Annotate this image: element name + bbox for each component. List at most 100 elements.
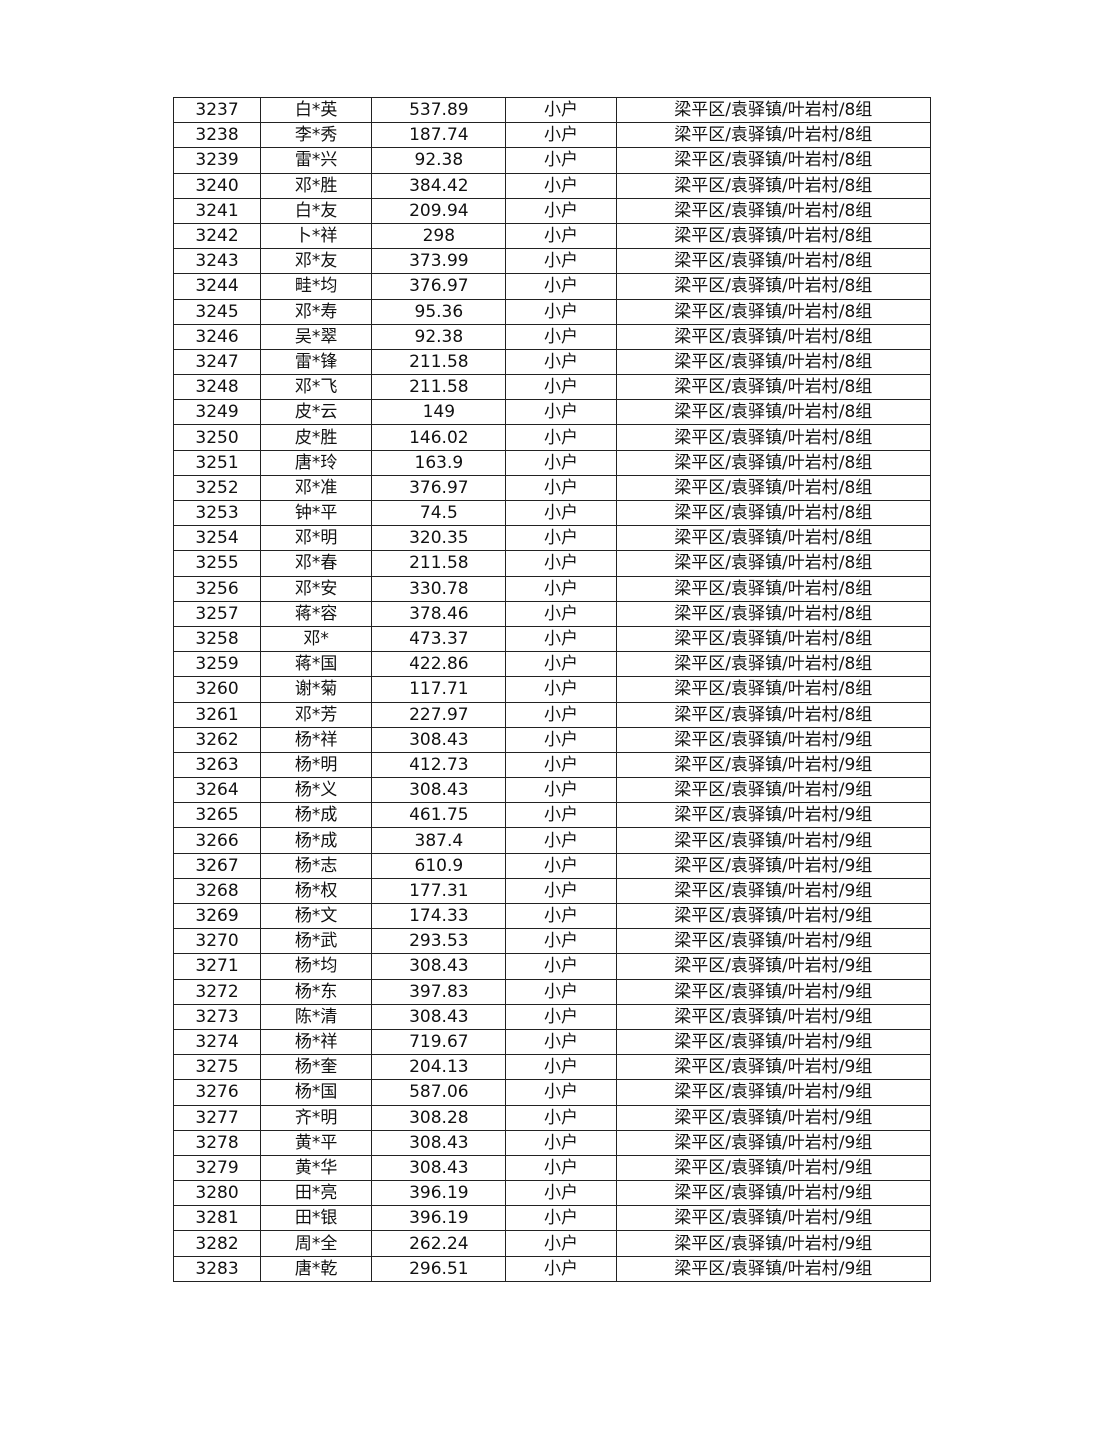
location-cell: 梁平区/袁驿镇/叶岩村/8组 <box>615 248 932 275</box>
name-cell: 唐*乾 <box>260 1255 373 1282</box>
name-cell: 陈*清 <box>260 1003 373 1030</box>
type-cell: 小户 <box>505 374 617 401</box>
row-number-cell: 3277 <box>172 1104 262 1131</box>
value-cell: 537.89 <box>371 96 507 124</box>
row-number-cell: 3282 <box>172 1230 262 1257</box>
type-cell: 小户 <box>505 147 617 174</box>
location-cell: 梁平区/袁驿镇/叶岩村/8组 <box>615 474 932 502</box>
name-cell: 皮*云 <box>260 399 373 426</box>
name-cell: 杨*成 <box>260 802 373 829</box>
location-cell: 梁平区/袁驿镇/叶岩村/8组 <box>615 147 932 174</box>
row-number-cell: 3245 <box>172 298 262 325</box>
location-cell: 梁平区/袁驿镇/叶岩村/8组 <box>615 701 932 728</box>
table-row: 3240 邓*胜 384.42 小户 梁平区/袁驿镇/叶岩村/8组 <box>172 172 932 199</box>
name-cell: 邓*准 <box>260 474 373 502</box>
table-row: 3265 杨*成 461.75 小户 梁平区/袁驿镇/叶岩村/9组 <box>172 802 932 829</box>
row-number-cell: 3239 <box>172 147 262 174</box>
location-cell: 梁平区/袁驿镇/叶岩村/8组 <box>615 651 932 678</box>
table-row: 3266 杨*成 387.4 小户 梁平区/袁驿镇/叶岩村/9组 <box>172 827 932 854</box>
table-row: 3250 皮*胜 146.02 小户 梁平区/袁驿镇/叶岩村/8组 <box>172 424 932 451</box>
location-cell: 梁平区/袁驿镇/叶岩村/9组 <box>615 1054 932 1081</box>
type-cell: 小户 <box>505 298 617 325</box>
table-row: 3273 陈*清 308.43 小户 梁平区/袁驿镇/叶岩村/9组 <box>172 1003 932 1030</box>
name-cell: 唐*玲 <box>260 449 373 476</box>
type-cell: 小户 <box>505 625 617 653</box>
type-cell: 小户 <box>505 348 617 376</box>
table-row: 3282 周*全 262.24 小户 梁平区/袁驿镇/叶岩村/9组 <box>172 1230 932 1257</box>
table-row: 3256 邓*安 330.78 小户 梁平区/袁驿镇/叶岩村/8组 <box>172 575 932 602</box>
type-cell: 小户 <box>505 1003 617 1030</box>
location-cell: 梁平区/袁驿镇/叶岩村/9组 <box>615 877 932 905</box>
table-row: 3262 杨*祥 308.43 小户 梁平区/袁驿镇/叶岩村/9组 <box>172 726 932 753</box>
type-cell: 小户 <box>505 651 617 678</box>
name-cell: 邓*春 <box>260 550 373 577</box>
type-cell: 小户 <box>505 701 617 728</box>
table-row: 3277 齐*明 308.28 小户 梁平区/袁驿镇/叶岩村/9组 <box>172 1104 932 1131</box>
location-cell: 梁平区/袁驿镇/叶岩村/9组 <box>615 1230 932 1257</box>
type-cell: 小户 <box>505 751 617 779</box>
row-number-cell: 3242 <box>172 222 262 250</box>
row-number-cell: 3261 <box>172 701 262 728</box>
table-row: 3272 杨*东 397.83 小户 梁平区/袁驿镇/叶岩村/9组 <box>172 978 932 1005</box>
row-number-cell: 3244 <box>172 273 262 300</box>
location-cell: 梁平区/袁驿镇/叶岩村/8组 <box>615 399 932 426</box>
name-cell: 李*秀 <box>260 122 373 149</box>
type-cell: 小户 <box>505 827 617 854</box>
name-cell: 邓*胜 <box>260 172 373 199</box>
value-cell: 187.74 <box>371 122 507 149</box>
value-cell: 387.4 <box>371 827 507 854</box>
type-cell: 小户 <box>505 122 617 149</box>
name-cell: 蒋*容 <box>260 600 373 627</box>
type-cell: 小户 <box>505 1104 617 1131</box>
value-cell: 376.97 <box>371 474 507 502</box>
name-cell: 黄*华 <box>260 1154 373 1182</box>
table-row: 3237 白*英 537.89 小户 梁平区/袁驿镇/叶岩村/8组 <box>172 96 932 124</box>
location-cell: 梁平区/袁驿镇/叶岩村/9组 <box>615 1255 932 1282</box>
table-row: 3267 杨*志 610.9 小户 梁平区/袁驿镇/叶岩村/9组 <box>172 852 932 879</box>
value-cell: 308.28 <box>371 1104 507 1131</box>
row-number-cell: 3262 <box>172 726 262 753</box>
type-cell: 小户 <box>505 1205 617 1232</box>
row-number-cell: 3240 <box>172 172 262 199</box>
value-cell: 92.38 <box>371 147 507 174</box>
row-number-cell: 3241 <box>172 197 262 224</box>
name-cell: 杨*奎 <box>260 1054 373 1081</box>
location-cell: 梁平区/袁驿镇/叶岩村/9组 <box>615 1104 932 1131</box>
value-cell: 163.9 <box>371 449 507 476</box>
location-cell: 梁平区/袁驿镇/叶岩村/8组 <box>615 676 932 703</box>
table-row: 3274 杨*祥 719.67 小户 梁平区/袁驿镇/叶岩村/9组 <box>172 1028 932 1056</box>
location-cell: 梁平区/袁驿镇/叶岩村/9组 <box>615 777 932 804</box>
value-cell: 378.46 <box>371 600 507 627</box>
row-number-cell: 3269 <box>172 902 262 930</box>
value-cell: 308.43 <box>371 1154 507 1182</box>
table-row: 3243 邓*友 373.99 小户 梁平区/袁驿镇/叶岩村/8组 <box>172 248 932 275</box>
name-cell: 杨*祥 <box>260 726 373 753</box>
type-cell: 小户 <box>505 953 617 980</box>
value-cell: 308.43 <box>371 777 507 804</box>
row-number-cell: 3265 <box>172 802 262 829</box>
table-row: 3246 吴*翠 92.38 小户 梁平区/袁驿镇/叶岩村/8组 <box>172 323 932 350</box>
type-cell: 小户 <box>505 1180 617 1207</box>
type-cell: 小户 <box>505 96 617 124</box>
table-row: 3239 雷*兴 92.38 小户 梁平区/袁驿镇/叶岩村/8组 <box>172 147 932 174</box>
name-cell: 杨*祥 <box>260 1028 373 1056</box>
value-cell: 397.83 <box>371 978 507 1005</box>
row-number-cell: 3247 <box>172 348 262 376</box>
row-number-cell: 3273 <box>172 1003 262 1030</box>
location-cell: 梁平区/袁驿镇/叶岩村/8组 <box>615 600 932 627</box>
table-row: 3275 杨*奎 204.13 小户 梁平区/袁驿镇/叶岩村/9组 <box>172 1054 932 1081</box>
location-cell: 梁平区/袁驿镇/叶岩村/8组 <box>615 298 932 325</box>
value-cell: 587.06 <box>371 1079 507 1106</box>
name-cell: 齐*明 <box>260 1104 373 1131</box>
type-cell: 小户 <box>505 575 617 602</box>
location-cell: 梁平区/袁驿镇/叶岩村/8组 <box>615 550 932 577</box>
location-cell: 梁平区/袁驿镇/叶岩村/8组 <box>615 575 932 602</box>
type-cell: 小户 <box>505 449 617 476</box>
row-number-cell: 3237 <box>172 96 262 124</box>
row-number-cell: 3249 <box>172 399 262 426</box>
table-row: 3268 杨*权 177.31 小户 梁平区/袁驿镇/叶岩村/9组 <box>172 877 932 905</box>
location-cell: 梁平区/袁驿镇/叶岩村/8组 <box>615 525 932 552</box>
row-number-cell: 3283 <box>172 1255 262 1282</box>
row-number-cell: 3251 <box>172 449 262 476</box>
table-row: 3248 邓*飞 211.58 小户 梁平区/袁驿镇/叶岩村/8组 <box>172 374 932 401</box>
